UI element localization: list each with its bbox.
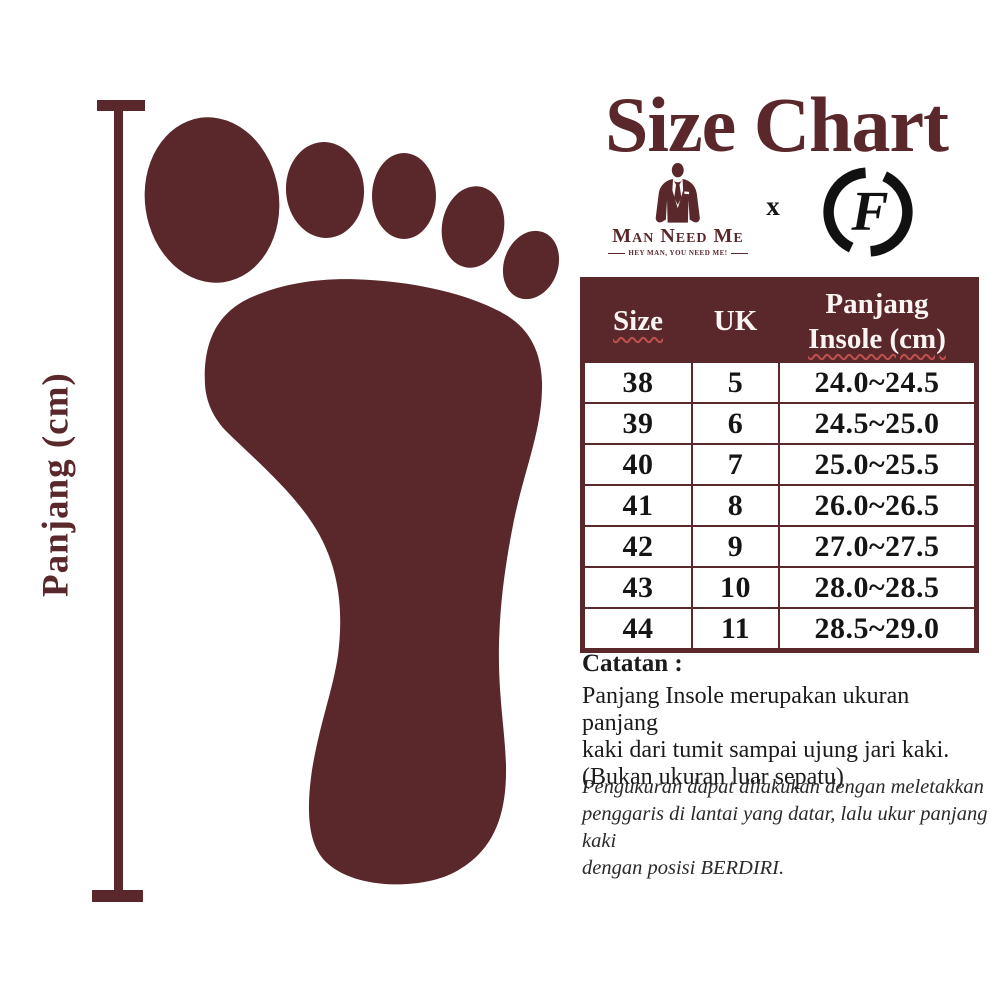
notes-heading: Catatan :	[582, 650, 683, 677]
brand-tagline: HEY MAN, YOU NEED ME!	[628, 249, 728, 257]
tagline-rule-right	[730, 252, 749, 254]
header-panjang-line2: Insole (cm)	[808, 322, 946, 355]
page-title: Size Chart	[604, 81, 949, 168]
uk-cell: 11	[691, 607, 780, 652]
tagline-rule-left	[608, 252, 626, 254]
insole-range-cell: 27.0~27.5	[778, 525, 978, 568]
big-toe-shape	[144, 117, 280, 283]
uk-cell: 6	[691, 402, 780, 445]
measure-line-1: Pengukuran dapat dilakukan dengan meleta…	[582, 776, 984, 798]
brand-name: Man Need Me	[612, 225, 744, 247]
header-panjang-line1: Panjang	[825, 288, 929, 321]
uk-cell: 7	[691, 443, 780, 486]
header-panjang-insole: Panjang Insole (cm)	[778, 278, 978, 363]
header-uk-label: UK	[713, 305, 758, 338]
size-table-row: 40 7 25.0~25.5	[581, 443, 978, 486]
suit-man-icon	[655, 163, 701, 223]
size-cell: 41	[581, 484, 693, 527]
measure-line-2: penggaris di lantai yang datar, lalu uku…	[582, 803, 988, 852]
partner-letter: F	[850, 181, 888, 243]
insole-range-cell: 26.0~26.5	[778, 484, 978, 527]
insole-range-cell: 28.5~29.0	[778, 607, 978, 652]
insole-range-cell: 28.0~28.5	[778, 566, 978, 609]
man-need-me-logo: Man Need Me HEY MAN, YOU NEED ME!	[608, 163, 749, 257]
header-size-label: Size	[613, 305, 663, 338]
foot-sole-shape	[204, 279, 543, 885]
little-toe-shape	[502, 230, 560, 300]
collab-x-mark: x	[766, 191, 780, 221]
insole-range-cell: 25.0~25.5	[778, 443, 978, 486]
third-toe-shape	[372, 153, 436, 239]
brand-logos-row: Man Need Me HEY MAN, YOU NEED ME! x F	[580, 163, 975, 265]
size-table-head: Size UK Panjang Insole (cm)	[581, 278, 978, 363]
uk-cell: 9	[691, 525, 780, 568]
size-table-row: 38 5 24.0~24.5	[581, 361, 978, 404]
size-table: Size UK Panjang Insole (cm) 38 5 24.0~24…	[580, 277, 979, 653]
brand-tagline-row: HEY MAN, YOU NEED ME!	[608, 249, 749, 257]
notes-block: Catatan : Panjang Insole merupakan ukura…	[582, 650, 982, 791]
notes-line-3: (Bukan ukuran luar sepatu)	[582, 764, 844, 790]
header-row: Size UK Panjang Insole (cm)	[581, 278, 978, 363]
header-size: Size	[581, 278, 693, 363]
header-panjang-line2-wrap: Insole (cm)	[780, 322, 974, 356]
header-uk: UK	[691, 278, 780, 363]
size-cell: 39	[581, 402, 693, 445]
ruler-vertical-line	[114, 100, 123, 890]
size-table-body: 38 5 24.0~24.5 39 6 24.5~25.0 40 7 25.0~…	[581, 361, 978, 652]
ruler-bottom-cap	[92, 890, 143, 902]
f-circle-logo-icon: F	[823, 167, 913, 257]
size-table-row: 42 9 27.0~27.5	[581, 525, 978, 568]
uk-cell: 8	[691, 484, 780, 527]
size-cell: 44	[581, 607, 693, 652]
footprint-graphic	[144, 117, 560, 885]
second-toe-shape	[285, 142, 365, 238]
measurement-instruction-block: Pengukuran dapat dilakukan dengan meleta…	[582, 774, 992, 882]
measure-line-3: dengan posisi BERDIRI.	[582, 857, 785, 879]
size-cell: 43	[581, 566, 693, 609]
size-table-row: 44 11 28.5~29.0	[581, 607, 978, 652]
size-cell: 38	[581, 361, 693, 404]
insole-range-cell: 24.0~24.5	[778, 361, 978, 404]
size-cell: 40	[581, 443, 693, 486]
notes-line-2: kaki dari tumit sampai ujung jari kaki.	[582, 737, 950, 763]
notes-line-1: Panjang Insole merupakan ukuran panjang	[582, 683, 910, 736]
uk-cell: 10	[691, 566, 780, 609]
size-cell: 42	[581, 525, 693, 568]
size-table-row: 39 6 24.5~25.0	[581, 402, 978, 445]
size-table-row: 41 8 26.0~26.5	[581, 484, 978, 527]
fourth-toe-shape	[441, 186, 505, 268]
uk-cell: 5	[691, 361, 780, 404]
insole-range-cell: 24.5~25.0	[778, 402, 978, 445]
size-table-row: 43 10 28.0~28.5	[581, 566, 978, 609]
